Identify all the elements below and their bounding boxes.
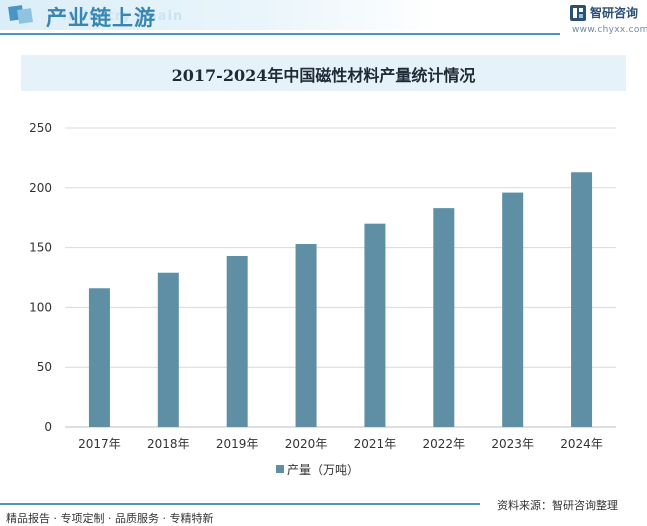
brand-url[interactable]: www.chyxx.com: [572, 25, 647, 35]
y-tick-label: 0: [44, 420, 52, 434]
bar: [433, 208, 455, 427]
header-title: 产业链上游: [46, 6, 156, 30]
y-tick-label: 200: [29, 181, 52, 195]
bar: [295, 244, 317, 427]
bar-chart: 0 50 100 150 200 250 2017年 2018年 2019年 2020年 2021年…: [29, 121, 616, 451]
brand[interactable]: 智研咨询 www.chyxx.com: [569, 3, 647, 37]
brand-logo-icon: [570, 5, 586, 21]
legend-swatch: [276, 465, 284, 473]
bar: [571, 172, 593, 427]
bar: [88, 288, 110, 427]
chain-icon: [8, 5, 33, 24]
y-tick-label: 150: [29, 241, 52, 255]
header-divider: [0, 33, 560, 35]
brand-name: 智研咨询: [590, 6, 639, 20]
x-tick-label: 2018年: [147, 437, 190, 451]
chart-title-box: 2017-2024年中国磁性材料产量统计情况: [21, 55, 626, 91]
bar: [364, 223, 386, 427]
y-tick-label: 100: [29, 300, 52, 314]
footer-tags: 精品报告 · 专项定制 · 品质服务 · 专精特新: [6, 512, 214, 525]
x-tick-label: 2021年: [354, 437, 397, 451]
chart-title: 2017-2024年中国磁性材料产量统计情况: [171, 66, 476, 85]
x-tick-label: 2020年: [285, 437, 328, 451]
x-tick-label: 2017年: [78, 437, 121, 451]
y-tick-label: 250: [29, 121, 52, 135]
footer-divider: [0, 503, 480, 505]
bar: [502, 192, 524, 427]
x-tick-label: 2024年: [560, 437, 603, 451]
footer-source: 资料来源：智研咨询整理: [497, 499, 618, 512]
x-tick-label: 2022年: [423, 437, 466, 451]
page-header: Industry Chain 产业链上游 智研咨询 www.chyxx.com: [0, 0, 647, 38]
legend-label: 产量（万吨）: [287, 463, 360, 477]
y-tick-label: 50: [37, 360, 52, 374]
x-tick-label: 2019年: [216, 437, 259, 451]
x-tick-label: 2023年: [491, 437, 534, 451]
header-banner: [0, 0, 440, 30]
bar: [157, 272, 179, 427]
header-subtitle: Industry Chain: [62, 9, 184, 24]
bar: [226, 255, 248, 427]
